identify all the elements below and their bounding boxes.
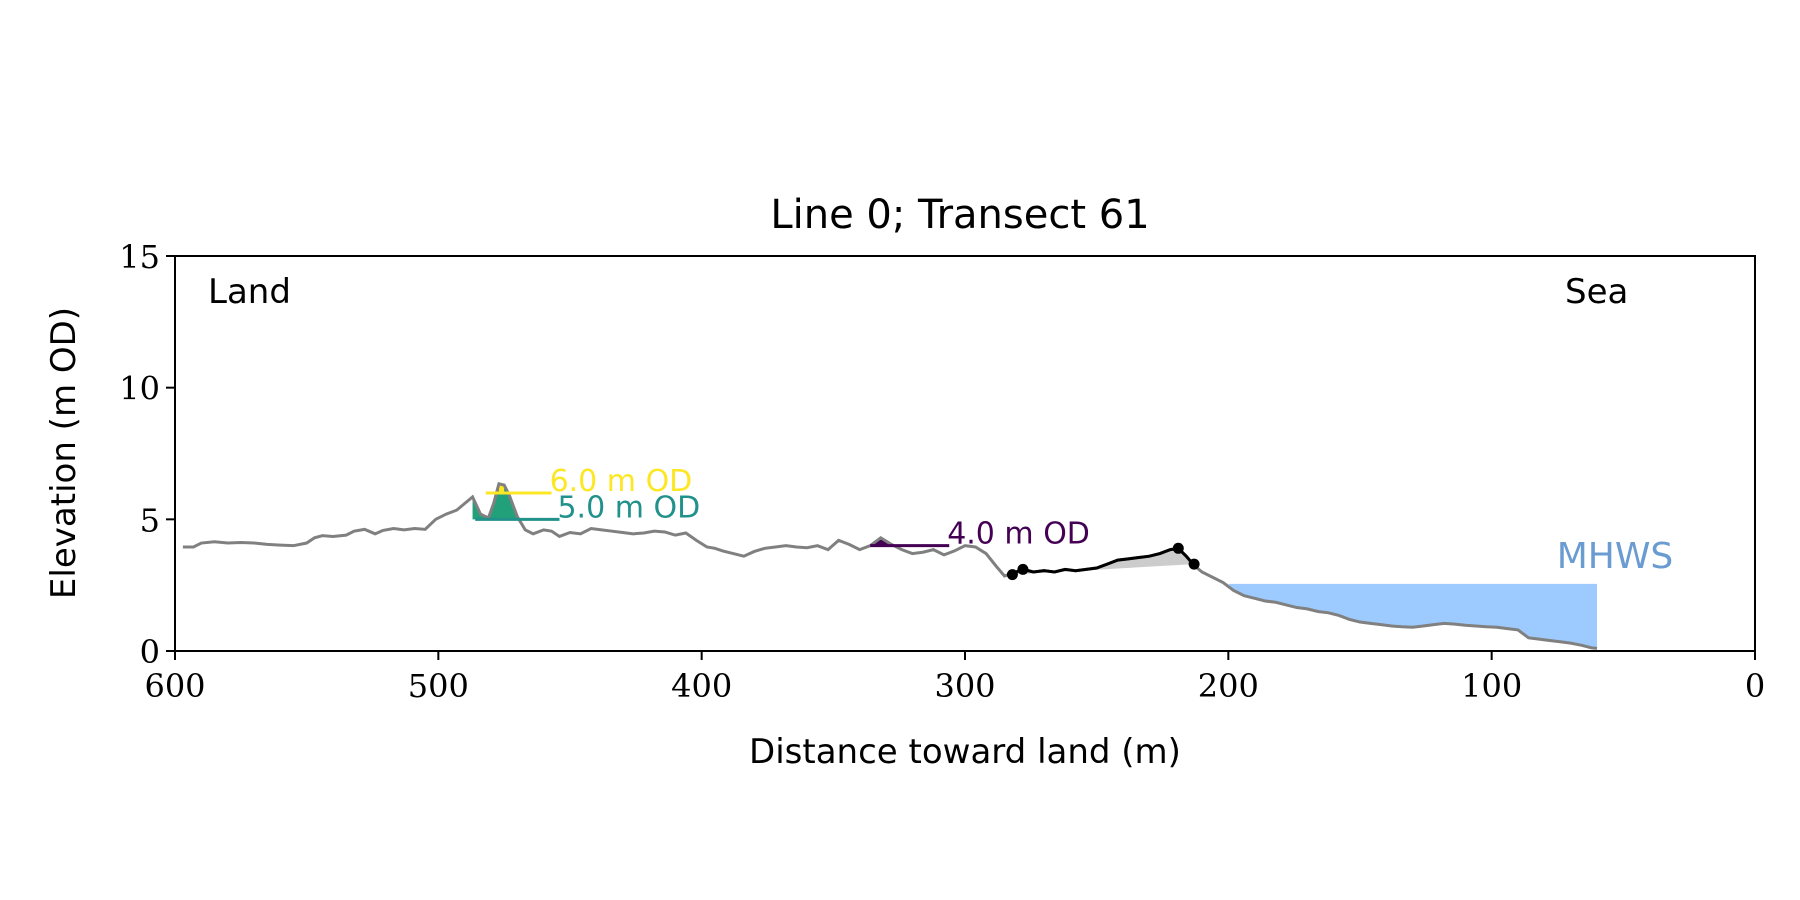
y-axis-label: Elevation (m OD) <box>44 307 84 599</box>
level-label: 4.0 m OD <box>947 517 1090 552</box>
peak-fill-4m <box>870 537 892 546</box>
x-tick-label: 0 <box>1745 667 1765 705</box>
chart-title: Line 0; Transect 61 <box>770 192 1149 238</box>
dune-marker-point <box>1188 558 1200 570</box>
profile-line <box>182 481 1598 650</box>
mhws-label: MHWS <box>1557 536 1674 577</box>
x-tick-label: 600 <box>144 667 205 705</box>
level-label: 6.0 m OD <box>550 464 693 499</box>
mhws-fill <box>1228 583 1597 649</box>
x-tick-label: 400 <box>671 667 732 705</box>
x-tick-label: 200 <box>1198 667 1259 705</box>
sea-label: Sea <box>1565 272 1628 312</box>
dune-marker-point <box>1017 563 1029 575</box>
dune-marker-point <box>1172 542 1184 554</box>
axis-ticks: 600 500 400 300 200 100 0 0 5 10 15 <box>119 238 1765 705</box>
x-axis-label: Distance toward land (m) <box>749 732 1181 772</box>
x-tick-label: 100 <box>1461 667 1522 705</box>
x-tick-label: 300 <box>934 667 995 705</box>
dune-crest-line <box>1011 546 1196 575</box>
y-tick-label: 15 <box>119 238 160 276</box>
y-tick-label: 0 <box>140 633 160 671</box>
level-label: 5.0 m OD <box>557 490 700 525</box>
plot-area: 6.0 m OD5.0 m OD 4.0 m OD MHWS <box>182 464 1674 650</box>
x-tick-label: 500 <box>408 667 469 705</box>
y-tick-label: 5 <box>140 501 160 539</box>
y-tick-label: 10 <box>119 370 160 408</box>
dune-marker-point <box>1006 569 1018 581</box>
land-label: Land <box>208 272 291 312</box>
